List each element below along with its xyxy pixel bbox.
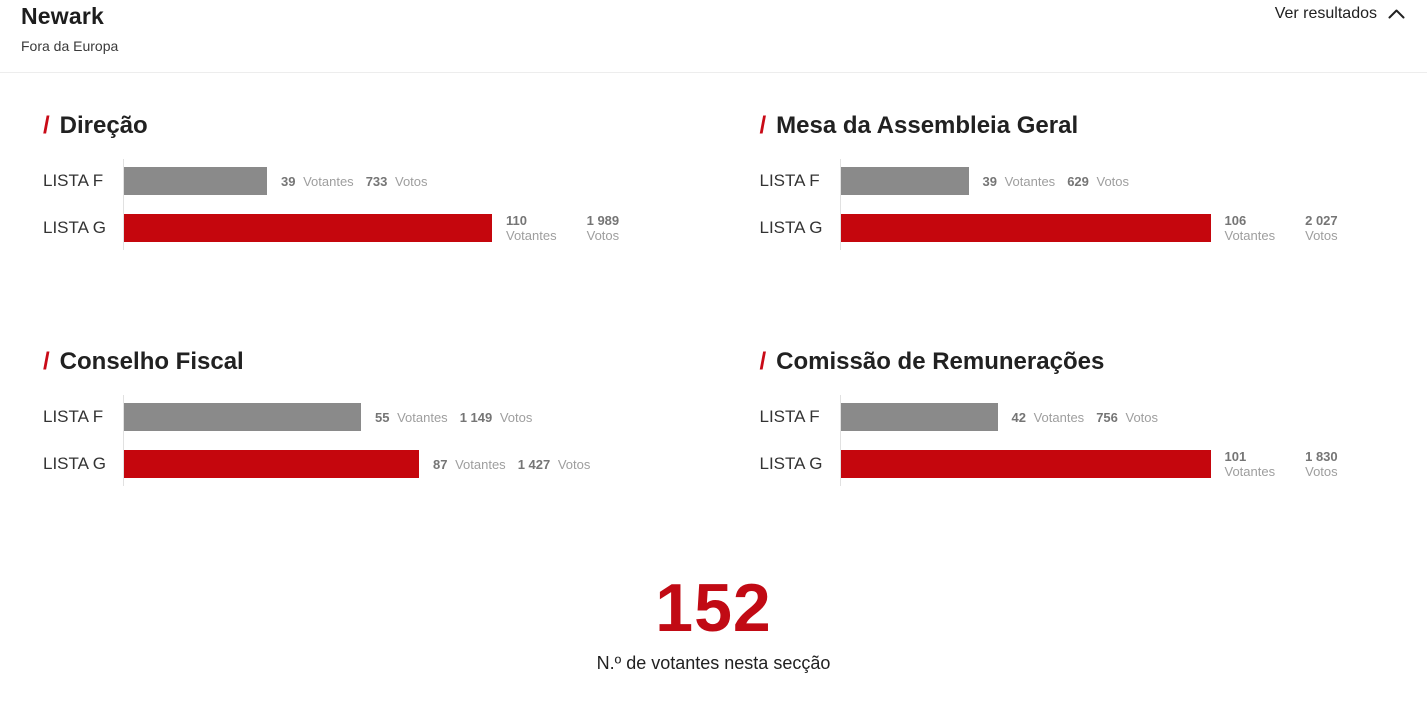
vote-bar [840,167,969,195]
chart-axis-line [123,159,124,250]
list-label: LISTA F [759,407,820,426]
bar-area: 110 Votantes 1 989 Votos [123,213,668,243]
chart-body: LISTA F 42 Votantes 756 Votos LISTA G 101… [759,395,1385,486]
chart-row: LISTA F 55 Votantes 1 149 Votos [43,403,668,431]
bar-area: 42 Votantes 756 Votos [840,403,1385,431]
page-subtitle: Fora da Europa [21,38,119,54]
toggle-results-link[interactable]: Ver resultados [1275,5,1405,23]
title-slash-accent: / [43,348,50,375]
toggle-results-label: Ver resultados [1274,5,1377,22]
bar-area: 55 Votantes 1 149 Votos [123,403,668,431]
vote-values: 101 Votantes 1 830 Votos [1224,449,1338,479]
chart-axis-line [123,395,124,486]
vote-bar [124,167,267,195]
result-chart: / Comissão de Remunerações LISTA F 42 Vot… [759,348,1385,486]
chart-rows: LISTA F 42 Votantes 756 Votos LISTA G 101… [759,403,1385,479]
vote-values: 55 Votantes 1 149 Votos [375,409,533,425]
section-summary: 152 N.º de votantes nesta secção [43,574,1384,674]
page-title: Newark [21,3,105,29]
vote-bar [124,403,361,431]
bar-area: 101 Votantes 1 830 Votos [840,449,1385,479]
vote-values: 39 Votantes 629 Votos [982,173,1130,189]
vote-bar [840,214,1211,242]
chart-row: LISTA G 106 Votantes 2 027 Votos [759,213,1385,243]
chart-axis-line [839,159,841,250]
chart-body: LISTA F 39 Votantes 733 Votos LISTA G 110… [43,159,668,250]
vote-bar [840,450,1211,478]
vote-values: 39 Votantes 733 Votos [281,173,428,189]
title-slash-accent: / [759,348,767,375]
results-content: / Direção LISTA F 39 Votantes 733 Votos LI… [0,73,1427,674]
list-label: LISTA F [43,171,104,190]
bar-area: 106 Votantes 2 027 Votos [840,213,1385,243]
chart-axis-line [839,395,841,486]
vote-bar [840,403,998,431]
result-chart: / Conselho Fiscal LISTA F 55 Votantes 1 14… [43,348,668,486]
vote-values: 106 Votantes 2 027 Votos [1224,213,1338,243]
list-label: LISTA F [759,171,820,190]
list-label: LISTA F [43,407,104,426]
bar-area: 39 Votantes 629 Votos [840,167,1385,195]
chart-title: / Conselho Fiscal [43,348,244,375]
chart-rows: LISTA F 55 Votantes 1 149 Votos LISTA G 8… [43,403,668,478]
chart-rows: LISTA F 39 Votantes 629 Votos LISTA G 106… [759,167,1385,243]
charts-grid: / Direção LISTA F 39 Votantes 733 Votos LI… [43,112,1385,486]
vote-values: 42 Votantes 756 Votos [1011,409,1159,425]
voters-count-label: N.º de votantes nesta secção [596,653,831,673]
list-label: LISTA G [759,218,823,237]
chart-row: LISTA G 101 Votantes 1 830 Votos [759,449,1385,479]
result-chart: / Direção LISTA F 39 Votantes 733 Votos LI… [43,112,668,250]
chart-row: LISTA G 87 Votantes 1 427 Votos [43,450,668,478]
result-chart: / Mesa da Assembleia Geral LISTA F 39 Vot… [759,112,1385,250]
chart-title: / Mesa da Assembleia Geral [759,112,1079,139]
chart-row: LISTA F 42 Votantes 756 Votos [760,403,1385,431]
vote-values: 87 Votantes 1 427 Votos [433,456,591,472]
chart-row: LISTA F 39 Votantes 733 Votos [43,167,668,195]
title-slash-accent: / [759,112,767,139]
bar-area: 87 Votantes 1 427 Votos [123,450,668,478]
chart-row: LISTA F 39 Votantes 629 Votos [760,167,1385,195]
list-label: LISTA G [43,454,106,473]
chart-body: LISTA F 39 Votantes 629 Votos LISTA G 106… [759,159,1385,250]
bar-area: 39 Votantes 733 Votos [123,167,668,195]
chart-title: / Comissão de Remunerações [759,348,1105,375]
chart-body: LISTA F 55 Votantes 1 149 Votos LISTA G 8… [43,395,668,486]
vote-bar [124,450,419,478]
vote-values: 110 Votantes 1 989 Votos [506,213,620,243]
vote-bar [124,214,492,242]
voters-count: 152 [655,570,772,646]
title-slash-accent: / [43,112,50,139]
chevron-up-icon [1388,9,1405,19]
list-label: LISTA G [43,218,106,237]
section-header: Newark Fora da Europa Ver resultados [0,0,1427,73]
chart-row: LISTA G 110 Votantes 1 989 Votos [43,213,668,243]
list-label: LISTA G [759,454,823,473]
chart-title: / Direção [43,112,148,139]
chart-rows: LISTA F 39 Votantes 733 Votos LISTA G 110… [43,167,668,243]
